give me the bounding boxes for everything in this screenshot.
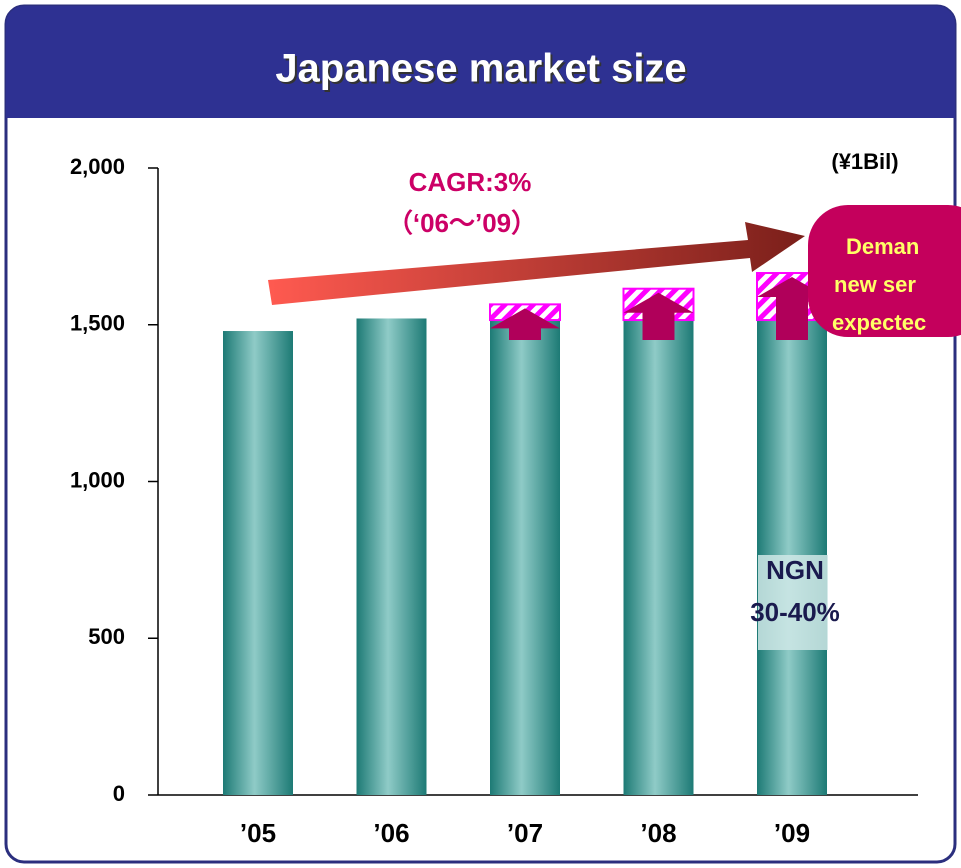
unit-label: (¥1Bil) xyxy=(831,149,898,174)
callout-text: expectec xyxy=(832,310,926,335)
x-tick-label: ’08 xyxy=(640,818,676,848)
y-tick-label: 500 xyxy=(88,624,125,649)
growth-note: CAGR:3% xyxy=(409,167,532,197)
chart-title: Japanese market size xyxy=(275,47,686,91)
title-band xyxy=(6,6,955,118)
callout-box xyxy=(808,205,961,337)
y-tick-label: 1,500 xyxy=(70,311,125,336)
callout-text: new ser xyxy=(834,272,916,297)
ngn-note: 30-40% xyxy=(750,597,840,627)
x-tick-label: ’06 xyxy=(373,818,409,848)
ngn-note: NGN xyxy=(766,555,824,585)
callout-text: Deman xyxy=(846,234,919,259)
growth-note: （‘06～’09） xyxy=(387,208,537,238)
growth-mini-arrow xyxy=(490,308,560,341)
title-shadow: Japanese market size xyxy=(277,49,688,93)
x-tick-label: ’09 xyxy=(774,818,810,848)
x-tick-label: ’07 xyxy=(507,818,543,848)
y-tick-label: 2,000 xyxy=(70,154,125,179)
y-tick-label: 1,000 xyxy=(70,467,125,492)
bar xyxy=(223,331,293,795)
growth-arrow xyxy=(268,222,805,305)
bar xyxy=(623,320,694,795)
growth-mini-arrow xyxy=(623,292,694,341)
bar xyxy=(490,320,560,795)
ngn-box xyxy=(758,555,828,650)
y-tick-label: 0 xyxy=(113,781,125,806)
bar xyxy=(356,318,427,795)
x-tick-label: ’05 xyxy=(240,818,276,848)
